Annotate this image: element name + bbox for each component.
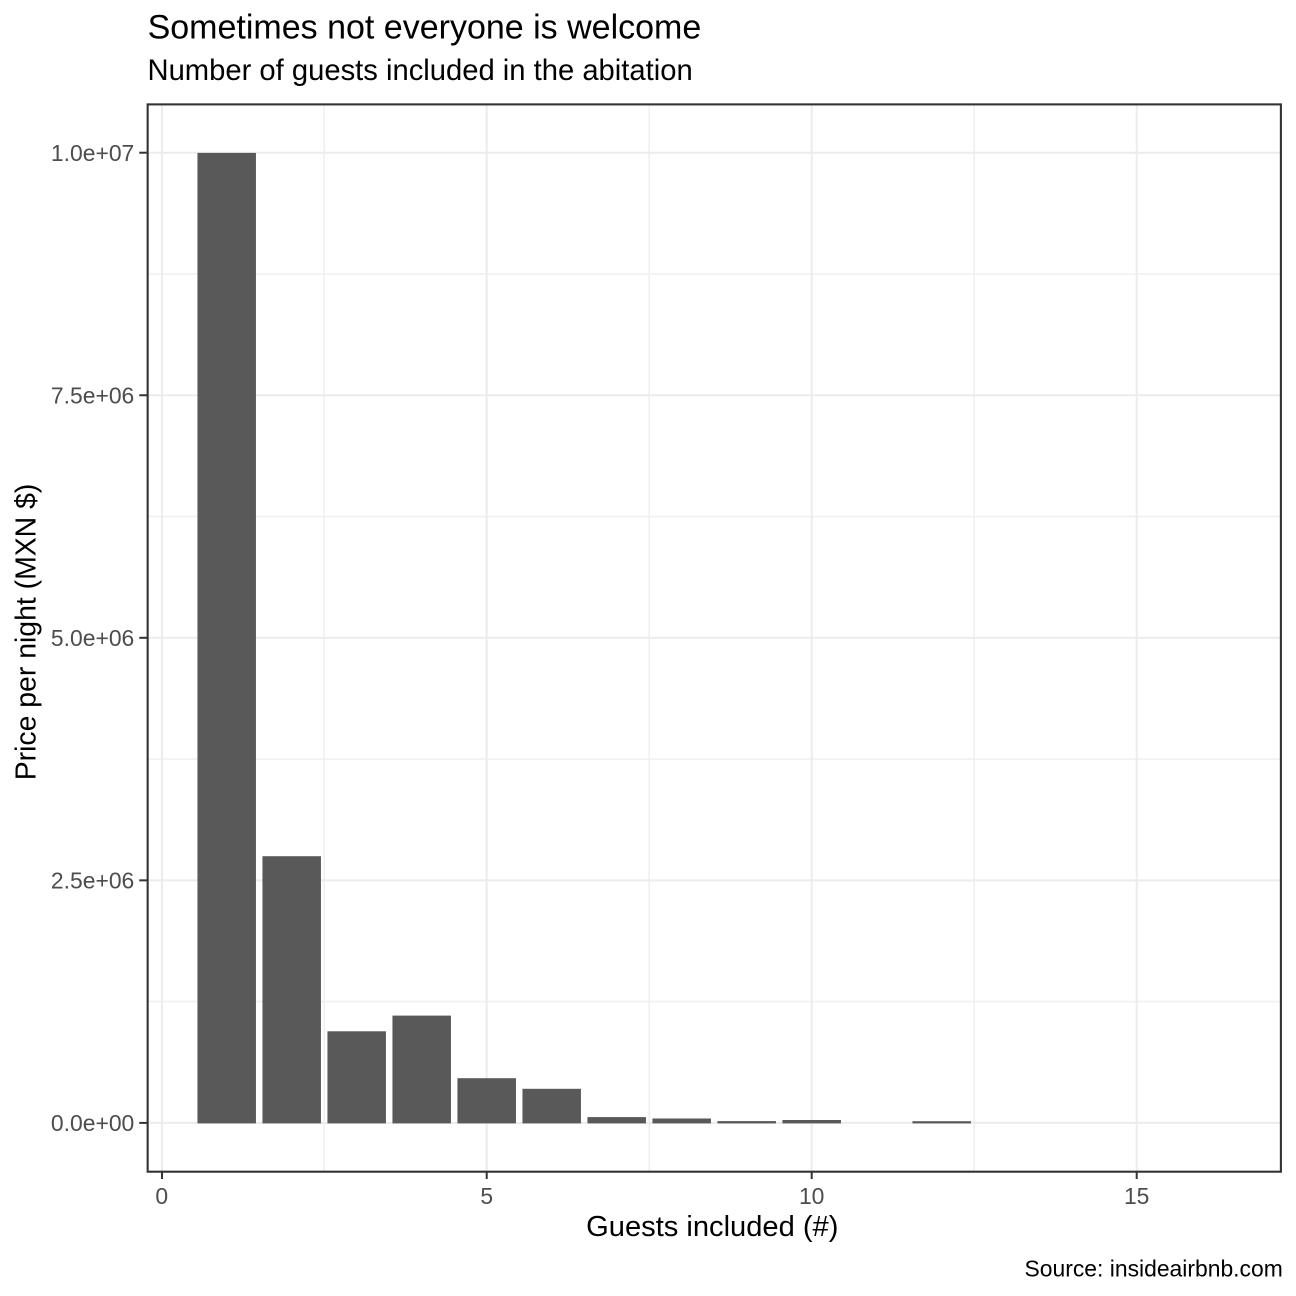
- svg-text:5.0e+06: 5.0e+06: [51, 625, 134, 651]
- svg-text:0: 0: [155, 1183, 168, 1209]
- svg-text:5: 5: [480, 1183, 493, 1209]
- svg-text:2.5e+06: 2.5e+06: [51, 868, 134, 894]
- svg-text:Guests included (#): Guests included (#): [586, 1211, 838, 1243]
- svg-text:0.0e+00: 0.0e+00: [51, 1110, 134, 1136]
- svg-text:Sometimes not everyone is welc: Sometimes not everyone is welcome: [148, 9, 702, 47]
- svg-text:Price per night (MXN $): Price per night (MXN $): [11, 484, 43, 781]
- svg-text:7.5e+06: 7.5e+06: [51, 382, 134, 408]
- svg-text:Source: insideairbnb.com: Source: insideairbnb.com: [1025, 1255, 1283, 1281]
- svg-text:1.0e+07: 1.0e+07: [51, 140, 134, 166]
- svg-text:Number of guests included in t: Number of guests included in the abitati…: [148, 55, 693, 87]
- svg-text:10: 10: [799, 1183, 824, 1209]
- svg-text:15: 15: [1124, 1183, 1149, 1209]
